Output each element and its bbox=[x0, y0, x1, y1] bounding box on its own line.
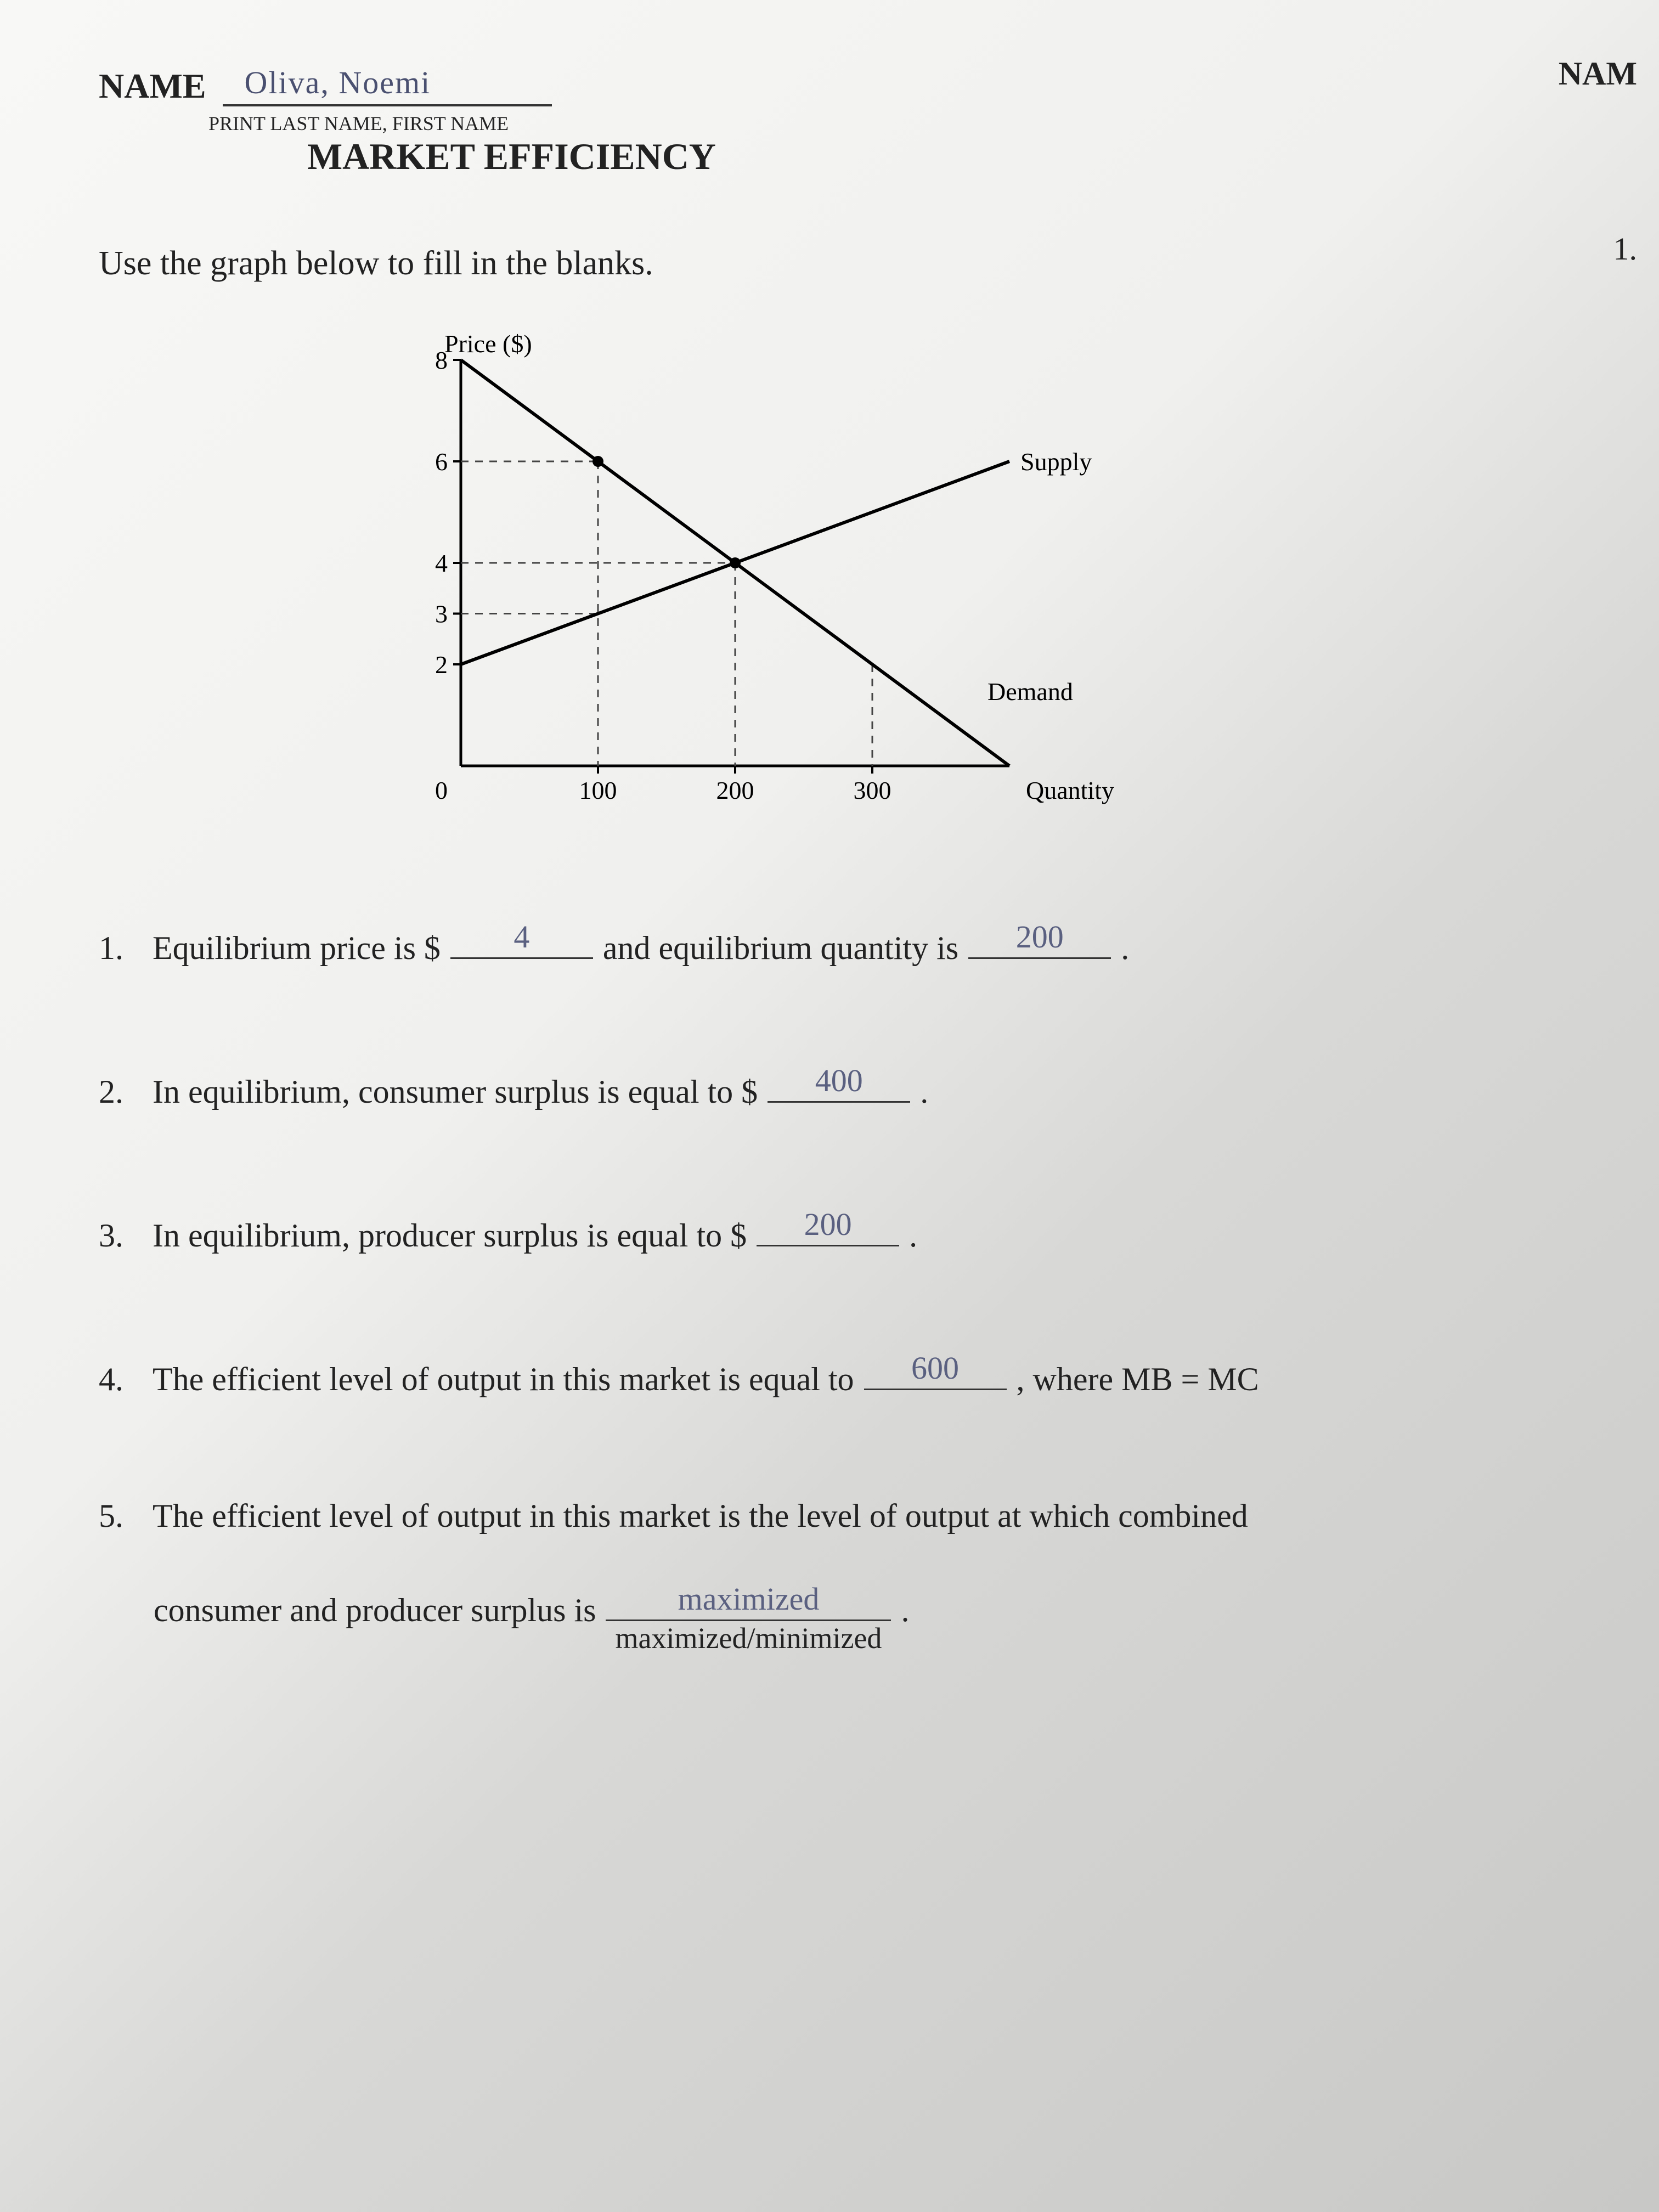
q1-blank-price: 4 bbox=[450, 922, 593, 959]
q2-blank: 400 bbox=[768, 1066, 910, 1103]
q5-blank: maximized bbox=[606, 1584, 891, 1621]
worksheet-page: NAM 1. NAME Oliva, Noemi PRINT LAST NAME… bbox=[0, 0, 1659, 2212]
svg-text:200: 200 bbox=[716, 776, 754, 804]
q4-text-b: , where MB = MC bbox=[1017, 1361, 1259, 1398]
chart-svg: 023468100200300Price ($)QuantitySupplyDe… bbox=[384, 327, 1152, 821]
question-3: 3. In equilibrium, producer surplus is e… bbox=[99, 1210, 1560, 1255]
student-name: Oliva, Noemi bbox=[245, 64, 431, 101]
edge-text-one: 1. bbox=[1613, 230, 1638, 267]
q4-answer: 600 bbox=[864, 1350, 1007, 1386]
q1-text-b: and equilibrium quantity is bbox=[603, 929, 958, 967]
q2-number: 2. bbox=[99, 1073, 143, 1111]
q2-period: . bbox=[920, 1073, 928, 1111]
svg-text:3: 3 bbox=[435, 600, 448, 628]
q2-text-a: In equilibrium, consumer surplus is equa… bbox=[153, 1073, 758, 1111]
svg-text:Price ($): Price ($) bbox=[444, 330, 532, 358]
name-label: NAME bbox=[99, 66, 206, 106]
q5-period: . bbox=[901, 1592, 909, 1629]
q4-text-a: The efficient level of output in this ma… bbox=[153, 1361, 854, 1398]
q5-text-b: consumer and producer surplus is bbox=[154, 1592, 596, 1629]
worksheet-title: MARKET EFFICIENCY bbox=[307, 135, 1560, 178]
svg-text:Quantity: Quantity bbox=[1026, 776, 1114, 804]
q1-text-a: Equilibrium price is $ bbox=[153, 929, 441, 967]
q3-text-a: In equilibrium, producer surplus is equa… bbox=[153, 1217, 747, 1255]
q4-blank: 600 bbox=[864, 1353, 1007, 1390]
svg-text:100: 100 bbox=[579, 776, 617, 804]
question-4: 4. The efficient level of output in this… bbox=[99, 1353, 1560, 1398]
svg-text:2: 2 bbox=[435, 651, 448, 679]
svg-text:6: 6 bbox=[435, 448, 448, 476]
q1-blank-qty: 200 bbox=[968, 922, 1111, 959]
q5-text-a: The efficient level of output in this ma… bbox=[153, 1497, 1248, 1535]
svg-text:0: 0 bbox=[435, 776, 448, 804]
q4-number: 4. bbox=[99, 1361, 143, 1398]
q5-under-label: maximized/minimized bbox=[616, 1621, 882, 1655]
name-line: Oliva, Noemi bbox=[223, 104, 552, 106]
question-5: 5. The efficient level of output in this… bbox=[99, 1497, 1560, 1655]
q1-answer-price: 4 bbox=[450, 918, 593, 955]
print-name-sublabel: PRINT LAST NAME, FIRST NAME bbox=[208, 112, 1560, 135]
q1-number: 1. bbox=[99, 929, 143, 967]
questions-list: 1. Equilibrium price is $ 4 and equilibr… bbox=[99, 922, 1560, 1655]
edge-text-nam: NAM bbox=[1559, 55, 1637, 93]
svg-text:Demand: Demand bbox=[988, 678, 1073, 706]
q3-number: 3. bbox=[99, 1217, 143, 1255]
header-row: NAME Oliva, Noemi bbox=[99, 66, 1560, 106]
q3-blank: 200 bbox=[757, 1210, 899, 1246]
instruction-text: Use the graph below to fill in the blank… bbox=[99, 244, 1560, 283]
question-1: 1. Equilibrium price is $ 4 and equilibr… bbox=[99, 922, 1560, 967]
svg-text:Supply: Supply bbox=[1020, 448, 1092, 476]
q2-answer: 400 bbox=[768, 1062, 910, 1099]
svg-text:4: 4 bbox=[435, 549, 448, 577]
q3-answer: 200 bbox=[757, 1206, 899, 1243]
question-2: 2. In equilibrium, consumer surplus is e… bbox=[99, 1066, 1560, 1111]
q1-period: . bbox=[1121, 929, 1129, 967]
supply-demand-chart: 023468100200300Price ($)QuantitySupplyDe… bbox=[384, 327, 1560, 823]
q1-answer-qty: 200 bbox=[968, 918, 1111, 955]
q5-number: 5. bbox=[99, 1497, 143, 1535]
q5-answer: maximized bbox=[606, 1581, 891, 1617]
svg-text:300: 300 bbox=[854, 776, 891, 804]
q3-period: . bbox=[909, 1217, 917, 1255]
